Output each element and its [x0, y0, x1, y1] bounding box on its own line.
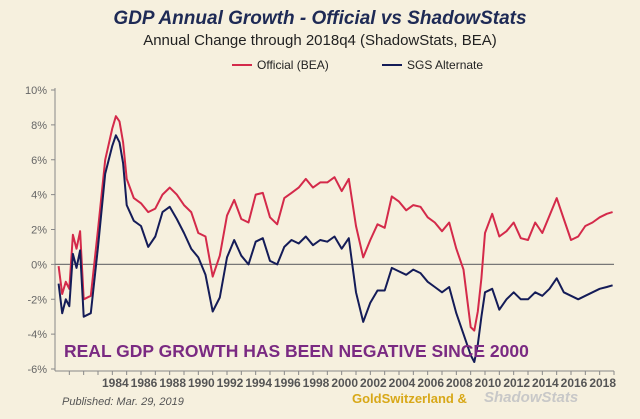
x-tick-label: 1996: [274, 376, 301, 390]
credit-goldswitzerland: GoldSwitzerland &: [352, 391, 467, 406]
x-tick-label: 1988: [159, 376, 186, 390]
legend-item-official: Official (BEA): [232, 58, 329, 72]
x-tick-label: 1984: [102, 376, 129, 390]
legend-label-sgs: SGS Alternate: [407, 58, 484, 72]
x-tick-label: 2010: [475, 376, 502, 390]
x-tick-label: 2018: [589, 376, 616, 390]
x-tick-label: 1992: [217, 376, 244, 390]
y-tick-label: 2%: [31, 225, 47, 237]
x-tick-label: 2012: [503, 376, 530, 390]
legend-swatch-official: [232, 64, 252, 66]
x-tick-label: 2008: [446, 376, 473, 390]
y-tick-label: -6%: [27, 364, 47, 376]
y-tick-label: -4%: [27, 329, 47, 341]
legend: Official (BEA) SGS Alternate: [0, 58, 640, 74]
x-tick-label: 2006: [417, 376, 444, 390]
y-tick-label: 8%: [31, 120, 47, 132]
y-tick-label: 4%: [31, 190, 47, 202]
x-tick-label: 2000: [331, 376, 358, 390]
x-tick-label: 2002: [360, 376, 387, 390]
credit-shadowstats: ShadowStats: [484, 389, 579, 406]
chart-title: GDP Annual Growth - Official vs ShadowSt…: [113, 8, 527, 29]
series-line-official: [57, 115, 613, 332]
x-tick-label: 2014: [532, 376, 559, 390]
legend-item-sgs: SGS Alternate: [382, 58, 483, 72]
y-tick-label: 0%: [31, 259, 47, 271]
y-tick-label: 10%: [25, 85, 47, 97]
x-tick-label: 1994: [245, 376, 272, 390]
x-tick-label: 2016: [561, 376, 588, 390]
x-tick-label: 2004: [389, 376, 416, 390]
chart-subtitle: Annual Change through 2018q4 (ShadowStat…: [143, 32, 497, 49]
annotation-text: REAL GDP GROWTH HAS BEEN NEGATIVE SINCE …: [64, 341, 529, 361]
series-line-sgs: [57, 134, 613, 363]
x-tick-label: 1986: [131, 376, 158, 390]
legend-swatch-sgs: [382, 64, 402, 66]
y-tick-label: -2%: [27, 294, 47, 306]
y-tick-label: 6%: [31, 155, 47, 167]
x-tick-label: 1990: [188, 376, 215, 390]
legend-label-official: Official (BEA): [257, 58, 329, 72]
x-tick-label: 1998: [303, 376, 330, 390]
published-date: Published: Mar. 29, 2019: [62, 396, 184, 408]
